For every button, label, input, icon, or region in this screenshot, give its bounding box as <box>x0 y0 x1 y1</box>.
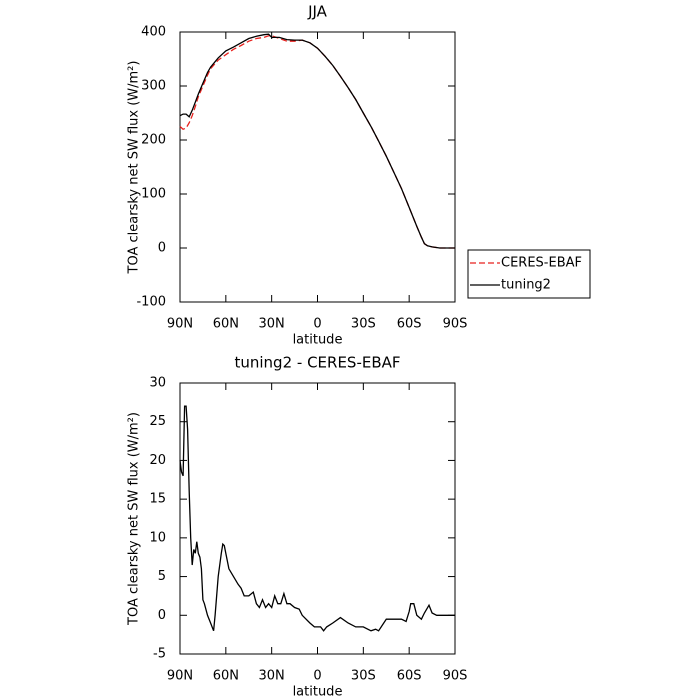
x-tick-label: 30S <box>351 669 376 684</box>
chart-title: tuning2 - CERES-EBAF <box>234 354 400 372</box>
y-tick-label: 30 <box>149 376 166 391</box>
y-axis-label: TOA clearsky net SW flux (W/m²) <box>127 412 142 626</box>
x-tick-label: 0 <box>313 317 321 332</box>
x-tick-label: 30N <box>259 317 285 332</box>
x-tick-label: 90S <box>443 669 468 684</box>
x-axis-label: latitude <box>293 333 343 348</box>
x-tick-label: 90S <box>443 317 468 332</box>
x-tick-label: 60S <box>397 317 422 332</box>
legend-label: tuning2 <box>501 278 551 293</box>
x-tick-label: 60N <box>213 669 239 684</box>
x-tick-label: 0 <box>313 669 321 684</box>
y-tick-label: 15 <box>149 492 166 507</box>
plot-frame <box>179 382 456 655</box>
plot-frame <box>179 31 456 303</box>
y-tick-label: 300 <box>141 79 166 94</box>
legend-label: CERES-EBAF <box>501 256 582 271</box>
y-tick-label: 100 <box>141 187 166 202</box>
x-tick-label: 30S <box>351 317 376 332</box>
x-tick-label: 90N <box>167 317 193 332</box>
x-tick-label: 90N <box>167 669 193 684</box>
data-line <box>179 35 455 249</box>
y-tick-label: -5 <box>153 647 166 662</box>
y-tick-label: -100 <box>136 295 166 310</box>
y-axis-label: TOA clearsky net SW flux (W/m²) <box>127 61 142 275</box>
legend-box <box>467 249 591 299</box>
y-tick-label: 400 <box>141 25 166 40</box>
y-tick-label: 200 <box>141 133 166 148</box>
y-tick-label: 0 <box>158 241 166 256</box>
x-tick-label: 30N <box>259 669 285 684</box>
chart-title: JJA <box>307 3 328 21</box>
data-line <box>179 33 455 249</box>
data-line <box>179 405 455 632</box>
y-tick-label: 0 <box>158 608 166 623</box>
x-tick-label: 60S <box>397 669 422 684</box>
x-axis-label: latitude <box>293 685 343 700</box>
y-tick-label: 5 <box>158 569 166 584</box>
y-tick-label: 20 <box>149 453 166 468</box>
y-tick-label: 25 <box>149 414 166 429</box>
x-tick-label: 60N <box>213 317 239 332</box>
y-tick-label: 10 <box>149 530 166 545</box>
